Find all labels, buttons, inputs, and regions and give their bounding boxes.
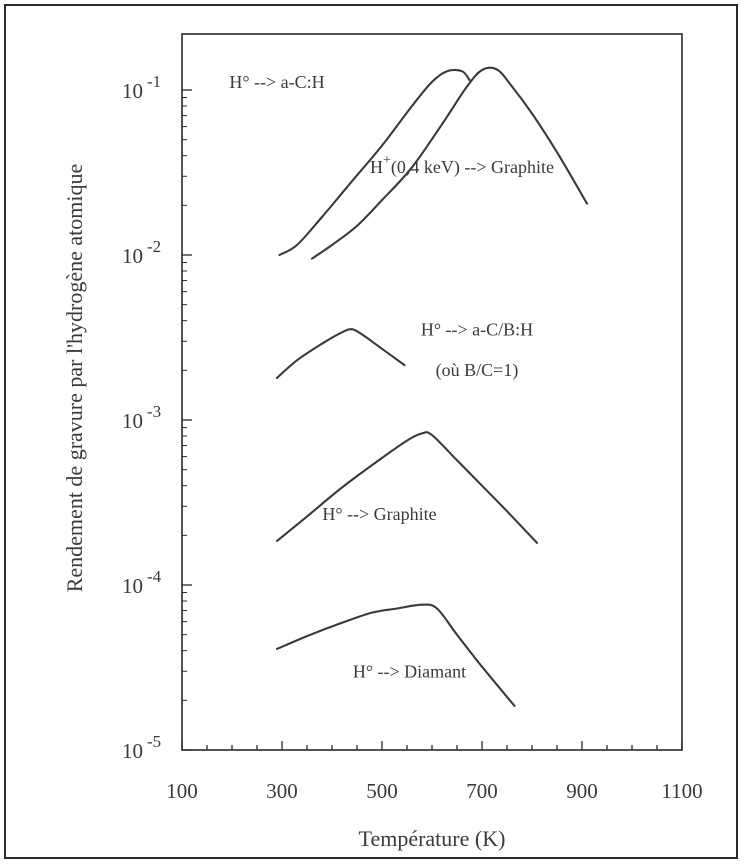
x-tick-labels: 100 300 500 700 900 1100 [166,779,702,803]
y-tick-label: 10 -1 [122,72,161,103]
curve-label-4: H° --> Graphite [322,504,436,524]
curve-label-5: H° --> Diamant [353,662,466,682]
y-tick-label: 10 -4 [122,567,162,598]
axis-ticks [181,89,683,751]
x-tick-label: 100 [166,779,198,803]
chart-svg: 10-1 10-2 10-3 10-4 10-5 100 300 500 700 900 1100… [62,33,703,851]
plot-area [181,33,683,751]
x-tick-label: 900 [566,779,598,803]
figure-frame: 10 -1 10 -2 10 -3 10 -4 10 -5 100 300 500 700 900 1100… [4,4,738,859]
series-line-1 [278,68,471,257]
series-line-5 [275,603,516,707]
curve-label-3: H° --> a-C/B:H [421,320,533,340]
y-tick-label: 10 -5 [122,732,161,763]
x-tick-label: 300 [266,779,298,803]
curve-label-3: (où B/C=1) [436,360,519,381]
curve-label-2: H+(0,4 keV) --> Graphite [370,153,554,178]
x-tick-label: 1100 [661,779,702,803]
data-curves [275,66,589,707]
x-axis-title: Température (K) [359,826,506,851]
x-tick-label: 700 [466,779,498,803]
series-line-4 [275,431,539,544]
y-axis-title: Rendement de gravure par l'hydrogène ato… [62,164,87,593]
y-tick-label: 10 -3 [122,402,161,433]
series-line-3 [275,328,406,379]
y-tick-labels: 10-1 10-2 10-3 10-4 10-5 [122,72,162,763]
series-line-2 [310,66,589,260]
y-tick-label: 10 -2 [122,237,161,268]
x-tick-label: 500 [366,779,398,803]
curve-labels: H° --> a-C:H H+(0,4 keV) --> Graphite H° -… [229,72,554,682]
plot-border [181,33,683,751]
curve-label-1: H° --> a-C:H [229,72,324,92]
